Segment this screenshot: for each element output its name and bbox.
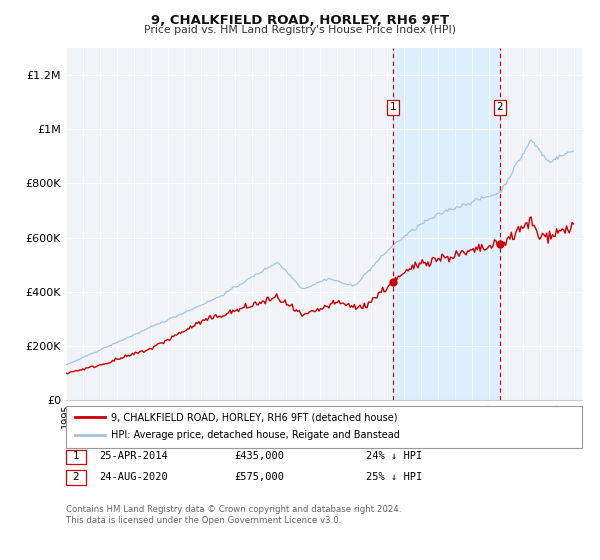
Text: 9, CHALKFIELD ROAD, HORLEY, RH6 9FT: 9, CHALKFIELD ROAD, HORLEY, RH6 9FT — [151, 14, 449, 27]
Text: Price paid vs. HM Land Registry's House Price Index (HPI): Price paid vs. HM Land Registry's House … — [144, 25, 456, 35]
Text: 24-AUG-2020: 24-AUG-2020 — [99, 472, 168, 482]
Bar — [393, 48, 500, 400]
Text: £575,000: £575,000 — [234, 472, 284, 482]
Text: HPI: Average price, detached house, Reigate and Banstead: HPI: Average price, detached house, Reig… — [111, 430, 400, 440]
Text: 9, CHALKFIELD ROAD, HORLEY, RH6 9FT (detached house): 9, CHALKFIELD ROAD, HORLEY, RH6 9FT (det… — [111, 412, 398, 422]
Text: 2: 2 — [497, 102, 503, 113]
Text: 25-APR-2014: 25-APR-2014 — [99, 451, 168, 461]
Text: 1: 1 — [389, 102, 396, 113]
Text: Contains HM Land Registry data © Crown copyright and database right 2024.
This d: Contains HM Land Registry data © Crown c… — [66, 505, 401, 525]
Text: 2: 2 — [73, 472, 79, 482]
Text: £435,000: £435,000 — [234, 451, 284, 461]
Text: 24% ↓ HPI: 24% ↓ HPI — [366, 451, 422, 461]
Text: 1: 1 — [73, 451, 79, 461]
Text: 25% ↓ HPI: 25% ↓ HPI — [366, 472, 422, 482]
